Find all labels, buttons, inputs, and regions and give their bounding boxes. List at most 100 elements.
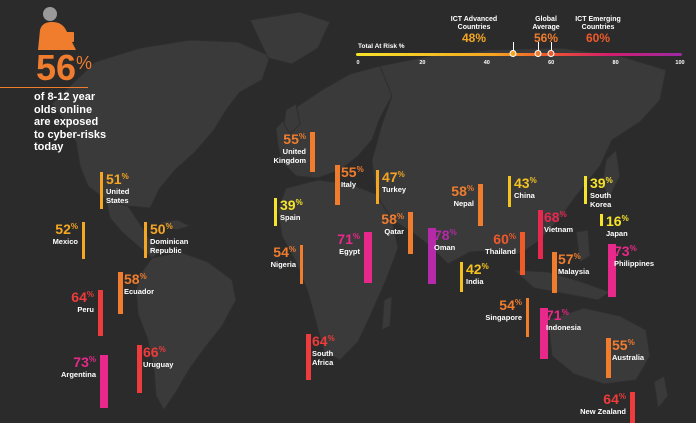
- child-silhouette-icon: [38, 7, 76, 50]
- benchmark-marker: [547, 50, 555, 57]
- country-bar: [540, 308, 548, 359]
- caribbean-landmass: [158, 219, 192, 231]
- country-bar: [428, 228, 436, 284]
- country-value: 64%: [312, 333, 335, 349]
- risk-scale-bar: [356, 53, 682, 56]
- country-bar: [100, 355, 108, 408]
- country-bar: [408, 212, 413, 254]
- country-bar: [538, 210, 543, 259]
- country-name: India: [466, 277, 484, 286]
- country-name: Japan: [606, 229, 628, 238]
- country-name: United States: [106, 187, 130, 205]
- country-value: 71%: [546, 307, 569, 323]
- country-value: 71%: [337, 231, 360, 247]
- benchmark-marker: [509, 50, 517, 57]
- benchmark-label: ICT Emerging Countries 60%: [575, 16, 621, 45]
- headline-text: of 8-12 year olds online are exposed to …: [34, 91, 107, 154]
- scale-tick-label: 80: [612, 60, 619, 66]
- benchmark-value: 60%: [585, 31, 611, 45]
- country-bar: [520, 232, 525, 275]
- country-name: United Kingdom: [273, 147, 307, 165]
- country-bar: [118, 272, 123, 314]
- benchmark-name: Countries: [457, 24, 491, 31]
- scale-title: Total At Risk %: [358, 43, 405, 50]
- country-bar: [608, 244, 616, 297]
- benchmark-name: Average: [532, 24, 560, 31]
- country-bar: [584, 176, 587, 204]
- country-name: Malaysia: [558, 267, 590, 276]
- scale-tick-label: 60: [548, 60, 555, 66]
- benchmark-name: Countries: [581, 24, 615, 31]
- uk-landmass: [283, 103, 301, 135]
- country-value: 55%: [612, 337, 635, 353]
- country-bar: [364, 232, 372, 283]
- country-name: New Zealand: [580, 407, 626, 416]
- scale-tick-label: 20: [419, 60, 426, 66]
- scale-tick-label: 0: [356, 60, 360, 66]
- country-value: 68%: [544, 209, 567, 225]
- country-value: 39%: [280, 197, 303, 213]
- country-value: 73%: [73, 354, 96, 370]
- country-name: Nepal: [453, 199, 474, 208]
- country-value: 43%: [514, 175, 537, 191]
- country-value: 50%: [150, 221, 173, 237]
- country-name: Ecuador: [124, 287, 155, 296]
- country-bar: [274, 198, 277, 226]
- headline-stat: 56%: [36, 47, 93, 88]
- country-value: 66%: [143, 344, 166, 360]
- country-name: Italy: [341, 180, 357, 189]
- country-bar: [376, 170, 379, 204]
- benchmark-value: 48%: [461, 31, 487, 45]
- country-bar: [82, 222, 85, 259]
- country-bar: [100, 172, 103, 209]
- country-name: Spain: [280, 213, 301, 222]
- benchmark-leader-line: [551, 42, 553, 51]
- benchmark-name: Global: [535, 16, 557, 23]
- country-name: Dominican Republic: [150, 237, 189, 255]
- country-name: Peru: [77, 305, 94, 314]
- benchmark-label: ICT Advanced Countries 48%: [451, 16, 497, 45]
- country-bar: [335, 165, 340, 205]
- country-value: 58%: [124, 271, 147, 287]
- country-bar: [606, 338, 611, 378]
- country-name: Australia: [612, 353, 645, 362]
- country-value: 54%: [499, 297, 522, 313]
- country-value: 64%: [71, 289, 94, 305]
- country-name: Nigeria: [270, 260, 296, 269]
- country-name: Oman: [434, 243, 456, 252]
- philippines-landmass: [575, 229, 591, 263]
- country-value: 55%: [283, 131, 306, 147]
- country-bar: [310, 132, 315, 172]
- country-name: Indonesia: [546, 323, 582, 332]
- country-name: South Africa: [312, 349, 334, 367]
- benchmark-marker: [534, 50, 542, 57]
- country-name: Philippines: [614, 259, 655, 268]
- australia-landmass: [547, 307, 651, 385]
- country-bar: [460, 262, 463, 292]
- madagascar-landmass: [381, 295, 393, 331]
- country-name: Singapore: [485, 313, 522, 322]
- south-america-landmass: [135, 251, 237, 411]
- country-name: Turkey: [382, 185, 407, 194]
- country-value: 78%: [434, 227, 457, 243]
- country-value: 51%: [106, 171, 129, 187]
- country-value: 58%: [451, 183, 474, 199]
- country-value: 52%: [55, 221, 78, 237]
- country-bar: [137, 345, 142, 393]
- country-value: 60%: [493, 231, 516, 247]
- country-bar: [98, 290, 103, 336]
- country-name: Argentina: [60, 370, 96, 379]
- country-value: 47%: [382, 169, 405, 185]
- country-bar: [508, 176, 511, 207]
- europe-landmass: [275, 65, 401, 179]
- country-name: South Korea: [590, 191, 612, 209]
- country-value: 39%: [590, 175, 613, 191]
- country-bar: [144, 222, 147, 258]
- country-value: 64%: [603, 391, 626, 407]
- benchmark-leader-line: [538, 42, 540, 51]
- country-value: 54%: [273, 244, 296, 260]
- headline-divider: [0, 87, 88, 88]
- benchmark-name: ICT Emerging: [575, 16, 621, 23]
- benchmark-name: ICT Advanced: [450, 16, 498, 23]
- benchmark-leader-line: [512, 42, 514, 51]
